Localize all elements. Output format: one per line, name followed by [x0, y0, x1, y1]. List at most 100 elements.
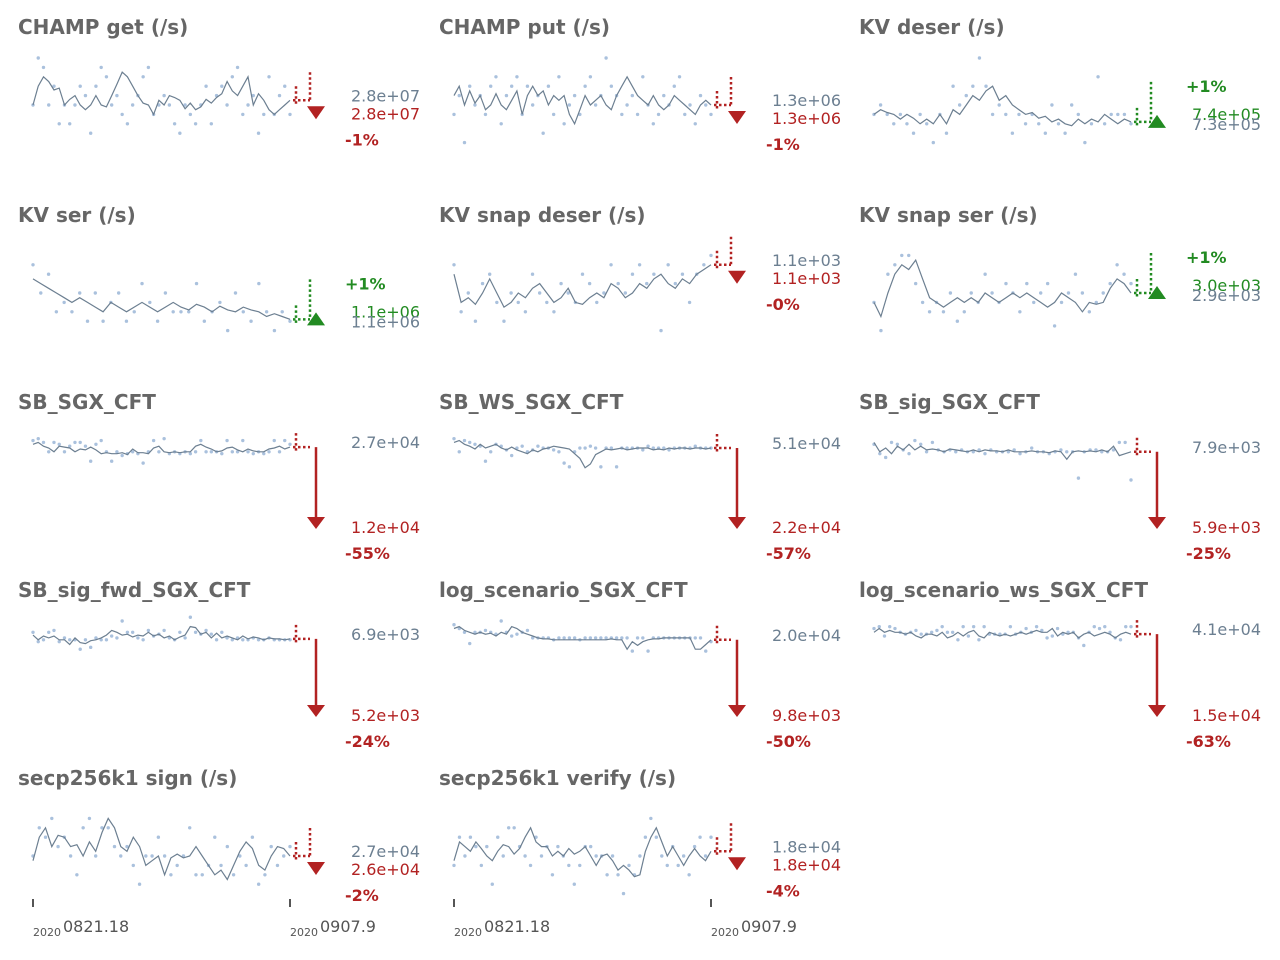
baseline-label: 7.3e+05: [1192, 115, 1261, 134]
data-point: [468, 641, 472, 646]
x-tick-year-end: 2020: [711, 926, 739, 939]
data-point: [468, 84, 472, 88]
data-point: [1056, 122, 1061, 126]
data-point: [567, 636, 572, 640]
data-point: [1043, 131, 1048, 135]
data-point: [1111, 448, 1116, 452]
data-point: [1109, 112, 1113, 117]
data-point: [646, 444, 650, 448]
baseline-label: 5.1e+04: [772, 434, 841, 453]
data-point: [604, 636, 608, 640]
data-point: [883, 455, 888, 460]
data-point: [643, 835, 648, 839]
change-arrow-down: [728, 857, 746, 871]
data-point: [552, 310, 556, 314]
data-point: [125, 844, 129, 849]
data-point: [241, 310, 245, 314]
data-point: [641, 75, 645, 79]
data-point: [984, 84, 988, 88]
series-line: [873, 442, 1132, 461]
data-point: [1066, 291, 1071, 295]
data-point: [225, 438, 229, 443]
data-point: [977, 448, 981, 452]
data-point: [893, 626, 897, 631]
data-point: [1069, 103, 1074, 107]
data-point: [269, 844, 273, 849]
data-point: [62, 636, 67, 640]
data-point: [1122, 112, 1127, 117]
data-point: [982, 624, 986, 629]
data-point: [509, 84, 514, 88]
baseline-label: 1.3e+06: [772, 91, 841, 110]
data-point: [483, 628, 488, 633]
data-point: [462, 140, 467, 145]
chart-title: KV deser (/s): [859, 15, 1005, 39]
data-point: [1006, 450, 1011, 454]
data-point: [62, 300, 66, 305]
data-point: [169, 873, 173, 877]
data-point: [214, 638, 219, 642]
data-point: [666, 263, 670, 267]
data-point: [75, 873, 79, 877]
data-point: [109, 459, 114, 463]
data-point: [557, 75, 561, 79]
data-point: [537, 291, 542, 295]
data-point: [457, 835, 462, 839]
data-point: [489, 450, 493, 454]
data-point: [120, 453, 124, 458]
data-point: [1039, 291, 1043, 295]
data-point: [178, 131, 182, 135]
data-point: [562, 461, 566, 465]
chart-title: CHAMP get (/s): [18, 15, 188, 39]
data-point: [288, 844, 292, 849]
data-point: [94, 442, 98, 446]
data-point: [966, 634, 971, 638]
data-point: [930, 440, 935, 445]
data-point: [1108, 630, 1112, 634]
chart-panel: SB_WS_SGX_CFT 5.1e+04 2.2e+04 -57%: [439, 390, 841, 563]
series-line: [453, 826, 712, 878]
data-point: [956, 638, 960, 642]
data-point: [1100, 450, 1104, 454]
data-point: [78, 84, 82, 88]
current-label: 1.5e+04: [1192, 706, 1261, 725]
data-point: [68, 444, 72, 448]
data-point: [562, 636, 566, 640]
data-point: [659, 328, 663, 333]
data-point: [282, 854, 286, 858]
data-point: [641, 448, 645, 452]
data-point: [604, 56, 608, 60]
data-point: [83, 93, 88, 98]
data-point: [557, 636, 561, 640]
data-point: [244, 863, 248, 868]
data-point: [37, 826, 41, 830]
data-point: [1032, 300, 1036, 305]
data-point: [651, 122, 656, 126]
data-point: [623, 291, 628, 295]
change-percent: -2%: [345, 886, 379, 905]
data-point: [1025, 281, 1029, 286]
data-point: [62, 450, 67, 454]
data-point: [115, 93, 119, 98]
data-point: [119, 854, 123, 858]
data-point: [1102, 122, 1107, 126]
data-point: [905, 122, 909, 126]
data-point: [652, 272, 656, 276]
data-point: [667, 448, 671, 452]
data-point: [1040, 628, 1044, 633]
data-point: [1045, 636, 1049, 640]
data-point: [41, 440, 46, 445]
data-point: [204, 84, 208, 88]
chart-title: CHAMP put (/s): [439, 15, 610, 39]
data-point: [945, 630, 950, 634]
baseline-label: 7.9e+03: [1192, 438, 1261, 457]
data-point: [36, 436, 40, 441]
data-point: [665, 863, 669, 868]
data-point: [567, 863, 571, 868]
data-point: [1080, 291, 1085, 295]
data-point: [499, 122, 503, 126]
data-point: [567, 103, 572, 107]
data-point: [990, 112, 995, 117]
data-point: [541, 131, 545, 135]
